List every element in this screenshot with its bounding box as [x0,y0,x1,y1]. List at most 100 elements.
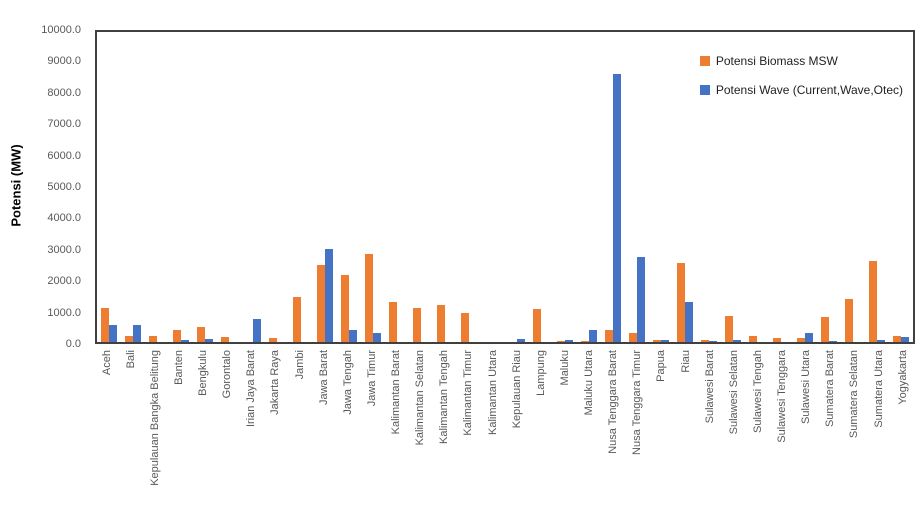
biomass-bar [605,329,613,342]
bar-group [865,32,889,342]
y-tick-label: 6000.0 [47,149,81,162]
x-cell: Jakarta Raya [264,350,288,415]
bar-group [649,32,673,342]
bar-group [721,32,745,342]
x-cell: Aceh [95,350,119,375]
y-tick-label: 4000.0 [47,212,81,225]
x-axis-label: Sumatera Selatan [848,350,861,439]
legend-swatch-wave-icon [699,85,710,95]
bar-group [409,32,433,342]
x-axis-label: Kalimantan Barat [390,350,403,435]
bar-group [841,32,865,342]
bar-group [817,32,841,342]
bar-group [193,32,217,342]
y-tick-label: 0.0 [65,338,81,350]
wave-bar [517,338,525,342]
bar-group [457,32,481,342]
biomass-bar [797,337,805,342]
biomass-bar [413,307,421,342]
wave-bar [109,324,117,342]
x-cell: Bengkulu [192,350,216,396]
x-cell: Irian Jaya Barat [240,350,264,427]
bar-group [97,32,121,342]
x-cell: Sulawesi Utara [795,350,819,424]
bar-group [529,32,553,342]
x-axis-label: Aceh [100,350,113,376]
y-tick-label: 5000.0 [47,181,81,193]
x-axis-label: Jawa Timur [365,350,378,407]
x-cell: Sumatera Selatan [843,350,867,438]
bar-group [217,32,241,342]
legend-item-wave: Potensi Wave (Current,Wave,Otec) [699,83,903,97]
wave-bar [685,301,693,342]
x-cell: Maluku Utara [578,350,602,415]
bar-group [625,32,649,342]
x-axis-label: Jakarta Raya [269,350,282,415]
x-axis-label: Maluku Utara [583,350,596,416]
biomass-bar [557,341,565,342]
y-tick-label: 10000.0 [41,24,81,36]
biomass-bar [773,338,781,342]
wave-bar [613,73,621,342]
x-axis-label: Jawa Barat [317,350,330,406]
biomass-bar [653,340,661,342]
x-axis-label: Sulawesi Tengah [751,350,764,433]
wave-bar [373,332,381,342]
x-cell: Jawa Tengah [336,350,360,415]
x-cell: Jambi [288,350,312,379]
x-axis-label: Kepulauan Riau [510,350,523,429]
bar-group [505,32,529,342]
x-axis-label: Sulawesi Utara [800,350,813,424]
biomass-bar [581,341,589,342]
biomass-bar [317,264,325,342]
y-tick-label: 8000.0 [47,86,81,99]
x-cell: Nusa Tenggara Timur [626,350,650,455]
x-axis-label: Nusa Tenggara Timur [631,350,644,455]
bar-group [289,32,313,342]
bar-group [889,32,913,342]
biomass-bar [461,312,469,342]
x-cell: Sulawesi Tenggara [771,350,795,443]
x-cell: Kalimantan Utara [481,350,505,435]
x-cell: Nusa Tenggara Barat [602,350,626,454]
x-axis-label: Riau [679,350,692,373]
x-cell: Maluku [553,350,577,385]
biomass-bar [869,261,877,342]
x-cell: Jawa Timur [360,350,384,406]
wave-bar [901,337,909,342]
biomass-bar [293,297,301,342]
wave-bar [805,332,813,342]
wave-bar [349,329,357,342]
bar-group [265,32,289,342]
x-axis-label: Sulawesi Selatan [727,350,740,435]
wave-bar [733,340,741,342]
biomass-bar [845,298,853,342]
x-axis-label: Yogyakarta [896,350,909,405]
bar-group [313,32,337,342]
biomass-bar [533,309,541,342]
x-axis-label: Nusa Tenggara Barat [607,350,620,454]
biomass-bar [221,336,229,342]
wave-bar [325,249,333,342]
x-axis-label: Sulawesi Tenggara [776,350,789,443]
bar-group [361,32,385,342]
biomass-bar [269,337,277,342]
bar-group [673,32,697,342]
x-axis-label: Kepulauan Bangka Belitung [148,350,161,486]
x-cell: Yogyakarta [891,350,915,405]
y-tick-label: 1000.0 [47,306,81,319]
x-axis-label: Papua [655,350,668,382]
x-axis-label: Kalimantan Tengah [438,350,451,444]
x-axis-label: Bengkulu [197,350,210,396]
x-cell: Papua [650,350,674,382]
wave-bar [637,256,645,342]
y-tick-label: 9000.0 [47,55,81,68]
bar-group [793,32,817,342]
wave-bar [709,341,717,342]
x-axis-label: Kalimantan Timur [462,350,475,436]
legend-swatch-biomass-icon [699,56,710,66]
bar-group [145,32,169,342]
x-cell: Banten [167,350,191,385]
bar-group [577,32,601,342]
bar-group [601,32,625,342]
